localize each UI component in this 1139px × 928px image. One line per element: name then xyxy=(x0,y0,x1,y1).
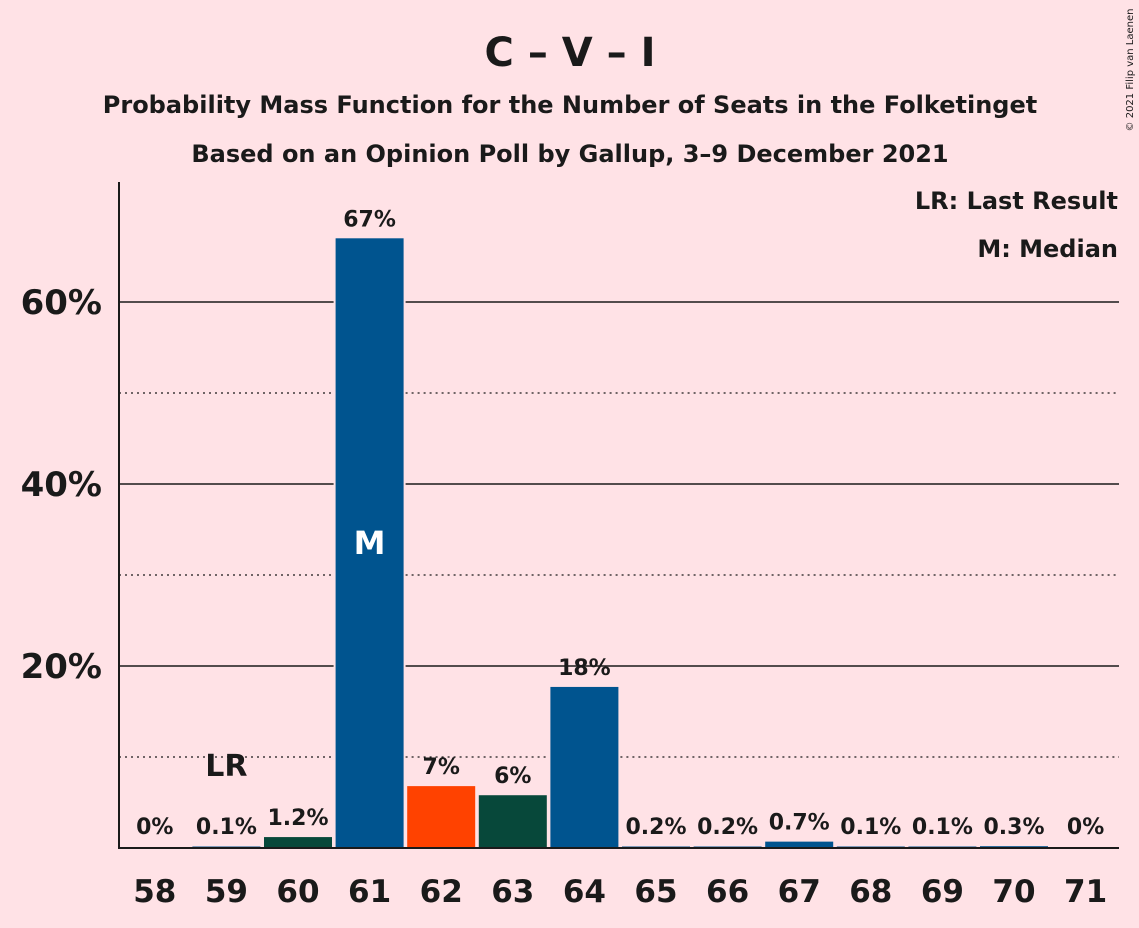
x-tick-65: 65 xyxy=(634,874,677,910)
x-tick-63: 63 xyxy=(491,874,534,910)
y-tick-40: 40% xyxy=(21,465,102,505)
data-label-68: 0.1% xyxy=(840,815,901,840)
x-tick-70: 70 xyxy=(992,874,1035,910)
bar-67 xyxy=(765,841,834,848)
data-label-62: 7% xyxy=(423,755,460,780)
axes xyxy=(118,182,1119,849)
y-tick-60: 60% xyxy=(21,283,102,323)
x-tick-59: 59 xyxy=(205,874,248,910)
data-label-61: 67% xyxy=(343,207,396,232)
bar-60 xyxy=(264,837,332,848)
data-label-63: 6% xyxy=(494,764,531,789)
legend-median: M: Median xyxy=(977,235,1118,263)
x-tick-69: 69 xyxy=(921,874,964,910)
data-label-59: 0.1% xyxy=(196,815,257,840)
x-tick-60: 60 xyxy=(276,874,319,910)
chart-subtitle-poll: Based on an Opinion Poll by Gallup, 3–9 … xyxy=(191,140,948,168)
x-tick-68: 68 xyxy=(849,874,892,910)
result-markers: LR M xyxy=(205,524,385,784)
chart-title: C – V – I xyxy=(485,30,656,76)
last-result-marker: LR xyxy=(205,749,247,784)
data-label-66: 0.2% xyxy=(697,815,758,840)
x-tick-62: 62 xyxy=(420,874,463,910)
x-tick-labels: 58 59 60 61 62 63 64 65 66 67 68 69 70 71 xyxy=(133,874,1107,910)
bars xyxy=(192,238,1048,849)
data-label-65: 0.2% xyxy=(625,815,686,840)
data-label-69: 0.1% xyxy=(912,815,973,840)
median-marker: M xyxy=(354,524,386,562)
bar-63 xyxy=(478,795,547,848)
bar-64 xyxy=(550,686,619,848)
data-label-58: 0% xyxy=(136,815,173,840)
chart-subtitle: Probability Mass Function for the Number… xyxy=(103,91,1037,119)
data-label-67: 0.7% xyxy=(769,811,830,836)
x-tick-64: 64 xyxy=(563,874,606,910)
data-label-64: 18% xyxy=(558,656,611,681)
copyright-note: © 2021 Filip van Laenen xyxy=(1125,9,1136,132)
y-tick-labels: 20% 40% 60% xyxy=(21,283,102,687)
x-tick-66: 66 xyxy=(706,874,749,910)
gridlines xyxy=(119,301,1119,758)
legend-last-result: LR: Last Result xyxy=(915,187,1118,215)
data-label-71: 0% xyxy=(1067,815,1104,840)
x-tick-61: 61 xyxy=(348,874,391,910)
bar-62 xyxy=(407,786,476,848)
x-tick-58: 58 xyxy=(133,874,176,910)
bar-61 xyxy=(335,238,404,849)
data-labels: 0% 0.1% 1.2% 67% 7% 6% 18% 0.2% 0.2% 0.7% 0.1% 0.1%… xyxy=(136,207,1104,840)
data-label-60: 1.2% xyxy=(267,806,328,831)
x-tick-67: 67 xyxy=(778,874,821,910)
y-tick-20: 20% xyxy=(21,647,102,687)
data-label-70: 0.3% xyxy=(983,815,1044,840)
x-tick-71: 71 xyxy=(1064,874,1107,910)
